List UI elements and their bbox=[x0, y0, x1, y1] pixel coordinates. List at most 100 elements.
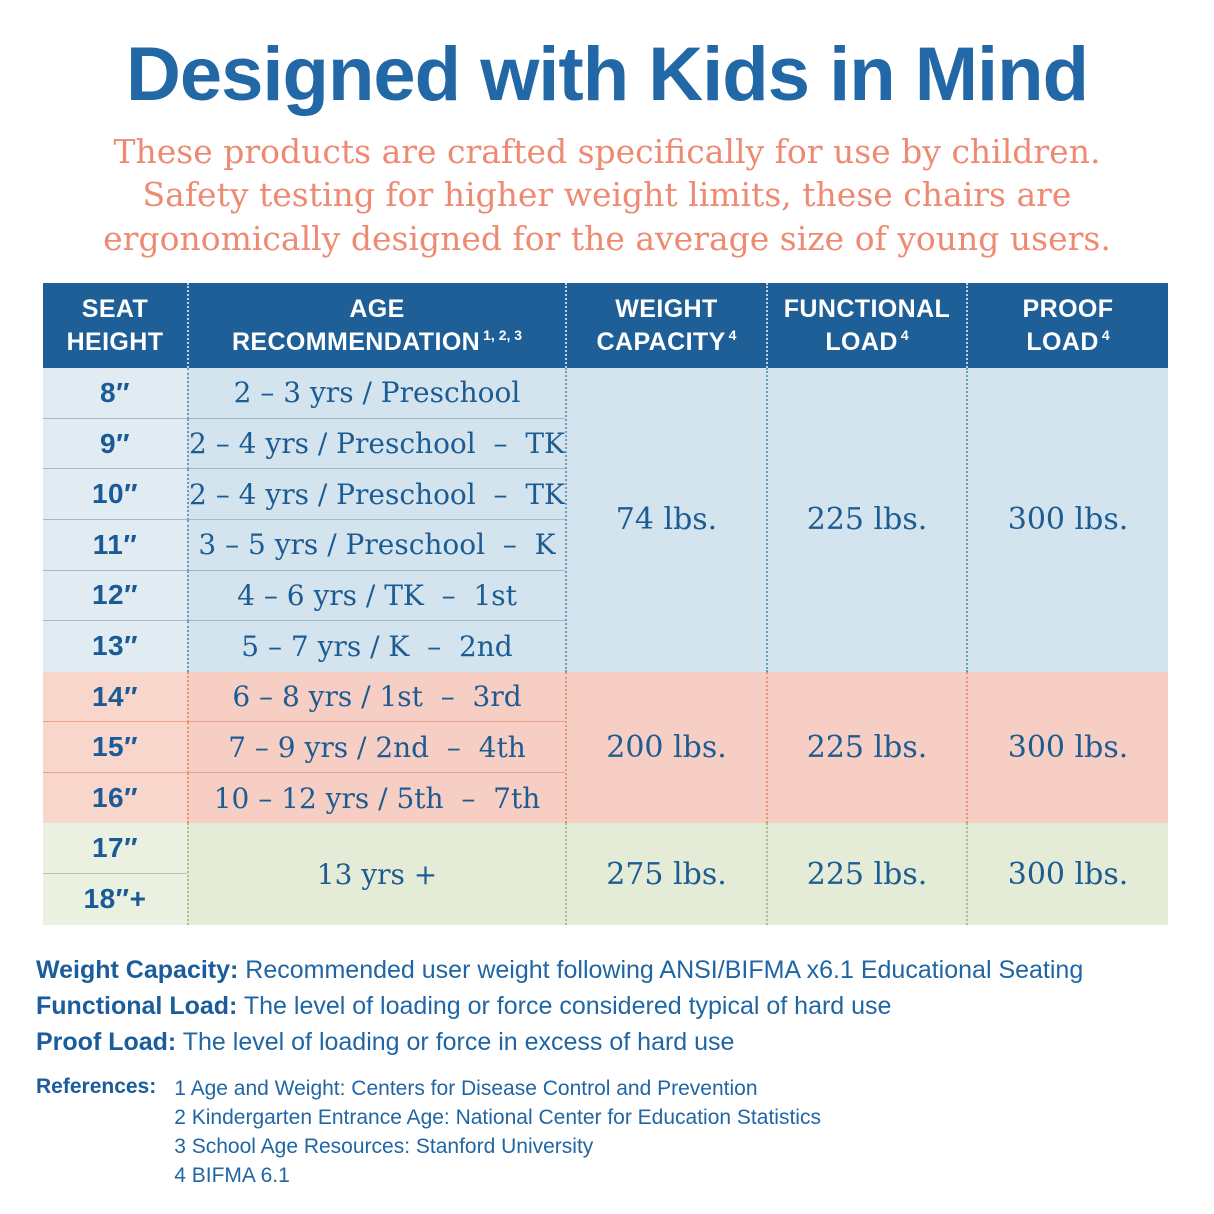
header-line: FUNCTIONAL bbox=[783, 295, 951, 324]
definition-weight-capacity: Weight Capacity: Recommended user weight… bbox=[36, 952, 1214, 988]
table-cell-age: 2 – 3 yrs / Preschool bbox=[187, 368, 565, 419]
seat-height-value: 16″ bbox=[91, 782, 139, 814]
header-text: CAPACITY bbox=[596, 327, 726, 356]
definition-text: The level of loading or force considered… bbox=[237, 991, 892, 1020]
age-value: 7 – 9 yrs / 2nd – 4th bbox=[228, 730, 526, 764]
age-value: 3 – 5 yrs / Preschool – K bbox=[198, 528, 556, 562]
reference-item: 3 School Age Resources: Stanford Univers… bbox=[174, 1134, 594, 1158]
header-footnote-marker: 4 bbox=[1101, 327, 1110, 344]
seat-height-value: 9″ bbox=[100, 427, 130, 459]
table-cell-seat-height: 14″ bbox=[43, 671, 187, 723]
page-subtitle: These products are crafted specifically … bbox=[0, 130, 1214, 262]
table-cell-seat-height: 17″ bbox=[43, 823, 187, 875]
table-cell-age: 6 – 8 yrs / 1st – 3rd bbox=[187, 671, 565, 723]
header-text: RECOMMENDATION bbox=[231, 327, 481, 356]
header-footnote-marker: 4 bbox=[900, 327, 909, 344]
subtitle-line-3: ergonomically designed for the average s… bbox=[103, 219, 1111, 259]
merged-cell-functional-load-pink: 225 lbs. bbox=[766, 671, 966, 824]
weight-capacity-value: 74 lbs. bbox=[615, 502, 718, 538]
reference-item: 1 Age and Weight: Centers for Disease Co… bbox=[174, 1076, 758, 1100]
seat-height-value: 10″ bbox=[91, 478, 139, 510]
col-header-age-recommendation: AGE RECOMMENDATION 1, 2, 3 bbox=[187, 283, 565, 369]
definitions-block: Weight Capacity: Recommended user weight… bbox=[36, 952, 1214, 1060]
header-line: LOAD 4 bbox=[825, 326, 908, 359]
table-cell-seat-height: 12″ bbox=[43, 570, 187, 622]
references-label: References: bbox=[36, 1074, 157, 1098]
col-header-functional-load: FUNCTIONAL LOAD 4 bbox=[766, 283, 966, 369]
age-value: 2 – 4 yrs / Preschool – TK bbox=[189, 427, 565, 461]
table-cell-age: 2 – 4 yrs / Preschool – TK bbox=[187, 418, 565, 470]
table-cell-seat-height: 16″ bbox=[43, 772, 187, 824]
merged-cell-weight-capacity-blue: 74 lbs. bbox=[565, 368, 766, 672]
age-value: 4 – 6 yrs / TK – 1st bbox=[237, 578, 517, 612]
merged-cell-proof-load-blue: 300 lbs. bbox=[966, 368, 1168, 672]
seat-height-value: 18″+ bbox=[83, 883, 147, 915]
header-footnote-marker: 4 bbox=[728, 327, 737, 344]
table-cell-seat-height: 10″ bbox=[43, 469, 187, 520]
page-title: Designed with Kids in Mind bbox=[126, 32, 1089, 117]
table-cell-age: 7 – 9 yrs / 2nd – 4th bbox=[187, 722, 565, 773]
age-value: 10 – 12 yrs / 5th – 7th bbox=[213, 781, 541, 815]
spec-table: SEAT HEIGHT AGE RECOMMENDATION 1, 2, 3 WE… bbox=[43, 283, 1168, 925]
seat-height-value: 15″ bbox=[91, 731, 139, 763]
table-cell-seat-height: 8″ bbox=[43, 368, 187, 419]
reference-item: 2 Kindergarten Entrance Age: National Ce… bbox=[174, 1105, 821, 1129]
seat-height-value: 13″ bbox=[91, 630, 139, 662]
table-cell-seat-height: 13″ bbox=[43, 621, 187, 672]
header-line: CAPACITY 4 bbox=[597, 326, 737, 359]
age-value: 13 yrs + bbox=[316, 857, 438, 891]
subtitle-line-2: Safety testing for higher weight limits,… bbox=[142, 175, 1072, 215]
header-line: HEIGHT bbox=[66, 327, 164, 356]
proof-load-value: 300 lbs. bbox=[1007, 502, 1129, 538]
header-line: RECOMMENDATION 1, 2, 3 bbox=[232, 326, 522, 359]
header-text: LOAD bbox=[1026, 327, 1099, 356]
functional-load-value: 225 lbs. bbox=[806, 730, 928, 766]
definition-proof-load: Proof Load: The level of loading or forc… bbox=[36, 1024, 1214, 1060]
table-cell-age: 5 – 7 yrs / K – 2nd bbox=[187, 621, 565, 672]
proof-load-value: 300 lbs. bbox=[1007, 730, 1129, 766]
header-line: AGE bbox=[349, 295, 405, 324]
merged-cell-functional-load-green: 225 lbs. bbox=[766, 823, 966, 925]
col-header-weight-capacity: WEIGHT CAPACITY 4 bbox=[565, 283, 766, 369]
definition-term: Functional Load: bbox=[36, 991, 238, 1020]
reference-item: 4 BIFMA 6.1 bbox=[174, 1163, 290, 1187]
merged-cell-weight-capacity-pink: 200 lbs. bbox=[565, 671, 766, 824]
weight-capacity-value: 275 lbs. bbox=[606, 856, 727, 892]
seat-height-value: 14″ bbox=[91, 680, 139, 712]
proof-load-value: 300 lbs. bbox=[1007, 856, 1129, 892]
header-line: WEIGHT bbox=[615, 295, 718, 324]
col-header-seat-height: SEAT HEIGHT bbox=[43, 283, 187, 369]
header-line: PROOF bbox=[1022, 295, 1114, 324]
weight-capacity-value: 200 lbs. bbox=[606, 730, 727, 766]
table-cell-age: 2 – 4 yrs / Preschool – TK bbox=[187, 469, 565, 520]
definition-text: The level of loading or force in excess … bbox=[176, 1027, 735, 1056]
table-cell-age: 4 – 6 yrs / TK – 1st bbox=[187, 570, 565, 622]
seat-height-value: 8″ bbox=[100, 376, 130, 408]
header-footnote-marker: 1, 2, 3 bbox=[483, 327, 523, 344]
header-line: SEAT bbox=[81, 295, 149, 324]
header-text: LOAD bbox=[825, 327, 898, 356]
seat-height-value: 11″ bbox=[92, 528, 138, 560]
merged-cell-proof-load-pink: 300 lbs. bbox=[966, 671, 1168, 824]
age-value: 2 – 4 yrs / Preschool – TK bbox=[189, 477, 565, 511]
references-list: 1 Age and Weight: Centers for Disease Co… bbox=[174, 1075, 821, 1191]
merged-cell-age-green: 13 yrs + bbox=[187, 823, 565, 925]
table-cell-seat-height: 15″ bbox=[43, 722, 187, 773]
subtitle-line-1: These products are crafted specifically … bbox=[113, 131, 1101, 171]
functional-load-value: 225 lbs. bbox=[806, 502, 928, 538]
references-block: References: 1 Age and Weight: Centers fo… bbox=[36, 1075, 1214, 1191]
age-value: 5 – 7 yrs / K – 2nd bbox=[241, 629, 513, 663]
merged-cell-functional-load-blue: 225 lbs. bbox=[766, 368, 966, 672]
table-cell-seat-height: 18″+ bbox=[43, 874, 187, 925]
col-header-proof-load: PROOF LOAD 4 bbox=[966, 283, 1168, 369]
seat-height-value: 12″ bbox=[91, 579, 139, 611]
definition-functional-load: Functional Load: The level of loading or… bbox=[36, 988, 1214, 1024]
definition-text: Recommended user weight following ANSI/B… bbox=[238, 955, 1084, 984]
merged-cell-weight-capacity-green: 275 lbs. bbox=[565, 823, 766, 925]
definition-term: Proof Load: bbox=[36, 1027, 177, 1056]
header-line: LOAD 4 bbox=[1026, 326, 1109, 359]
seat-height-value: 17″ bbox=[91, 832, 139, 864]
age-value: 6 – 8 yrs / 1st – 3rd bbox=[232, 680, 522, 713]
definition-term: Weight Capacity: bbox=[36, 955, 239, 984]
